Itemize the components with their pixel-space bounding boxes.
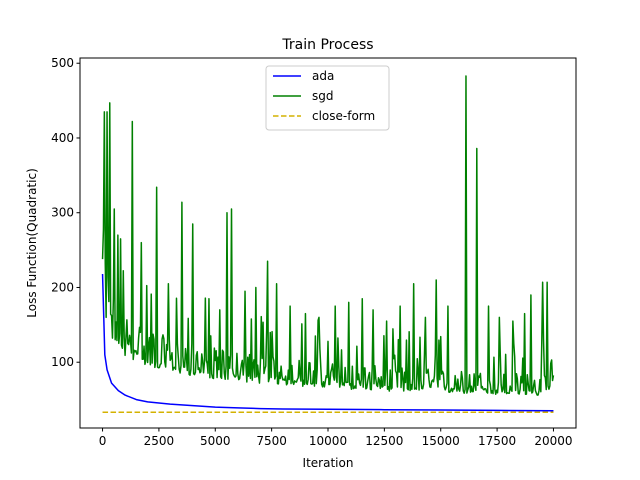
x-tick-label: 12500: [365, 434, 403, 448]
legend-label-sgd: sgd: [312, 89, 334, 103]
x-axis-label: Iteration: [303, 456, 354, 470]
x-tick-label: 7500: [256, 434, 287, 448]
legend-box: [265, 65, 390, 131]
x-tick-label: 10000: [309, 434, 347, 448]
x-axis-ticks: 0 2500 5000 7500 10000 12500 15000 17500 20000: [99, 428, 573, 448]
legend-label-ada: ada: [312, 69, 334, 83]
plot-lines: [101, 75, 555, 414]
x-tick-label: 15000: [422, 434, 460, 448]
y-tick-label: 500: [51, 56, 74, 70]
legend-label-close-form: close-form: [312, 109, 375, 123]
x-tick-label: 20000: [534, 434, 572, 448]
y-tick-label: 100: [51, 355, 74, 369]
series-line-sgd: [101, 75, 555, 396]
y-tick-label: 200: [51, 280, 74, 294]
legend: ada sgd close-form: [265, 65, 390, 131]
x-tick-label: 5000: [200, 434, 231, 448]
chart-title: Train Process: [281, 37, 373, 53]
y-axis-ticks: 100 200 300 400 500: [51, 56, 80, 369]
series-line-ada: [101, 273, 554, 412]
x-tick-label: 17500: [478, 434, 516, 448]
y-tick-label: 400: [51, 131, 74, 145]
y-axis-label: Loss Function(Quadratic): [25, 168, 39, 317]
y-tick-label: 300: [51, 206, 74, 220]
x-tick-label: 0: [99, 434, 107, 448]
x-tick-label: 2500: [144, 434, 175, 448]
